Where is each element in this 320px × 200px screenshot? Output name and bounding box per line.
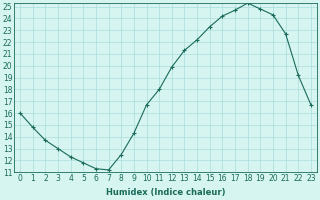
X-axis label: Humidex (Indice chaleur): Humidex (Indice chaleur): [106, 188, 225, 197]
